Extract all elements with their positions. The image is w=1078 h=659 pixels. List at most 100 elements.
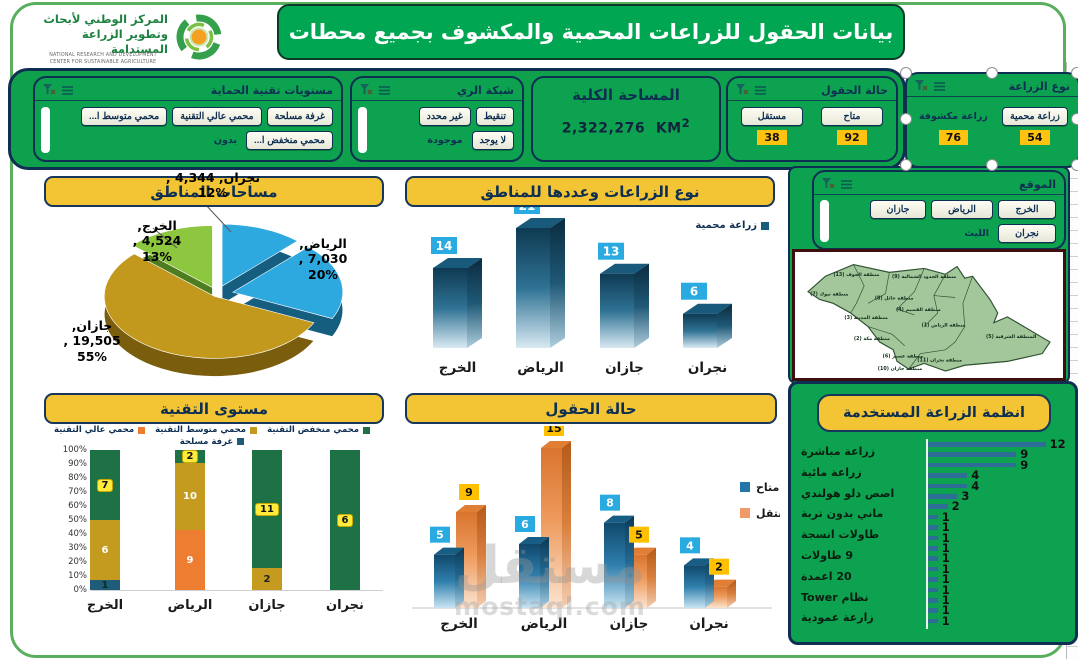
saudi-map[interactable]: منطقة الجوف (13) منطقة الحدود الشمالية (9… xyxy=(792,249,1066,381)
stack-segment[interactable]: 6 xyxy=(330,450,360,590)
bar-3d[interactable] xyxy=(434,554,455,608)
selection-handle[interactable] xyxy=(1071,113,1078,125)
slicer-item-protected-crop[interactable]: زراعة محمية xyxy=(1001,107,1068,126)
logo-english-text: NATIONAL RESEARCH AND DEVELOPMENT CENTER … xyxy=(49,53,157,65)
slicer-item-armored-room[interactable]: غرفة مسلحة xyxy=(266,107,333,126)
system-bar[interactable] xyxy=(928,494,958,499)
map-region-label: المنطقة الشرقية (5) xyxy=(986,334,1037,340)
agri-systems-bar-chart[interactable]: 12 9 9 4 4 3 2 1 1 1 1 1 1 1 1 1 1 1 زراعة مباشرة زراعة مائ… xyxy=(801,437,1066,635)
clear-filter-icon[interactable] xyxy=(915,77,928,96)
selection-handle[interactable] xyxy=(900,113,912,125)
clear-filter-icon[interactable] xyxy=(736,81,749,100)
system-bar[interactable] xyxy=(928,556,938,561)
stack-segment[interactable]: 7 xyxy=(90,450,120,520)
stack-segment[interactable]: 1 xyxy=(90,580,120,591)
system-bar[interactable] xyxy=(928,483,968,489)
selection-handle[interactable] xyxy=(1071,67,1078,79)
system-bar[interactable] xyxy=(928,525,938,530)
region-areas-pie[interactable] xyxy=(35,202,389,386)
system-bar[interactable] xyxy=(928,535,938,541)
system-bar[interactable] xyxy=(928,442,1046,447)
svg-text:6: 6 xyxy=(690,285,698,299)
system-bar[interactable] xyxy=(928,546,938,551)
stack-segment[interactable]: 2 xyxy=(252,568,282,590)
stack-segment[interactable]: 10 xyxy=(175,463,205,530)
bar-3d[interactable] xyxy=(516,228,550,348)
system-bar[interactable] xyxy=(928,504,948,509)
bar-3d[interactable] xyxy=(600,273,634,348)
system-bar[interactable] xyxy=(928,598,938,603)
system-bar[interactable] xyxy=(928,577,938,582)
selection-handle[interactable] xyxy=(986,159,998,171)
stacked-bar[interactable]: 6 xyxy=(330,450,360,590)
selection-handle[interactable] xyxy=(1071,159,1078,171)
slicer-item-jazan[interactable]: جازان xyxy=(870,200,926,219)
bar-value: 1 xyxy=(941,541,950,555)
slicer-item-available[interactable]: متاح xyxy=(821,107,883,126)
system-bar[interactable] xyxy=(928,514,938,520)
count-badge-available: 92 xyxy=(837,130,867,145)
system-bar[interactable] xyxy=(928,473,968,478)
slicer-scrollbar[interactable] xyxy=(41,107,50,153)
stack-segment[interactable]: 2 xyxy=(175,450,205,464)
clear-filter-icon[interactable] xyxy=(360,81,373,100)
field-status-bar-chart[interactable]: 9 5 الخرج 15 6 الرياض 5 8 جازان 2 4 نجران متاح مستقل xyxy=(400,426,780,641)
selection-handle[interactable] xyxy=(900,159,912,171)
x-axis-label: نجران xyxy=(326,598,364,613)
stack-segment[interactable]: 9 xyxy=(175,530,205,590)
stacked-bar[interactable]: 9 10 2 xyxy=(175,450,205,590)
list-icon[interactable] xyxy=(934,77,945,96)
stack-segment[interactable]: 6 xyxy=(90,520,120,580)
bar-3d[interactable] xyxy=(433,268,467,348)
pie-slice[interactable] xyxy=(232,246,344,319)
slicer-protection-levels[interactable]: مستويات تقنية الحماية غرفة مسلحة محمي عا… xyxy=(33,76,343,162)
system-bar[interactable] xyxy=(928,452,1017,457)
list-icon[interactable] xyxy=(841,175,852,194)
slicer-item-undefined[interactable]: غير محدد xyxy=(418,107,471,126)
slicer-item-occupied[interactable]: مستقل xyxy=(741,107,803,126)
bar-3d[interactable] xyxy=(684,565,705,608)
list-icon[interactable] xyxy=(62,81,73,100)
slicer-item-open-crop[interactable]: زراعة مكشوفة xyxy=(919,111,988,122)
pie-slice[interactable] xyxy=(221,223,299,287)
bar-3d[interactable] xyxy=(604,522,625,608)
clear-filter-icon[interactable] xyxy=(822,175,835,194)
slicer-scrollbar[interactable] xyxy=(820,200,829,242)
slicer-item-exists[interactable]: موجودة xyxy=(427,135,463,146)
slicer-item-najran[interactable]: نجران xyxy=(998,224,1056,243)
system-bar[interactable] xyxy=(928,566,938,572)
tech-level-stacked-chart[interactable]: 100% 90% 80% 70% 60% 50% 40% 30% 20% 10% 0% 1 6 7 الخر… xyxy=(33,388,391,650)
system-bar[interactable] xyxy=(928,587,938,593)
stacked-bar[interactable]: 2 11 xyxy=(252,450,282,590)
slicer-field-status[interactable]: حالة الحقول متاح مستقل 92 38 xyxy=(726,76,898,162)
clear-filter-icon[interactable] xyxy=(43,81,56,100)
stack-segment[interactable]: 11 xyxy=(252,450,282,569)
list-icon[interactable] xyxy=(755,81,766,100)
slicer-item-none[interactable]: بدون xyxy=(213,135,237,146)
bar-3d[interactable] xyxy=(519,544,540,608)
selection-handle[interactable] xyxy=(900,67,912,79)
list-icon[interactable] xyxy=(379,81,390,100)
system-bar[interactable] xyxy=(928,608,938,613)
selection-handle[interactable] xyxy=(986,67,998,79)
slicer-item-riyadh[interactable]: الرياض xyxy=(931,200,993,219)
pie-slice[interactable] xyxy=(104,253,315,359)
slicer-irrigation-network[interactable]: شبكة الري تنقيط غير محدد لا يوجد موجودة xyxy=(350,76,524,162)
slicer-crop-type[interactable]: نوع الزراعة زراعة محمية زراعة مكشوفة 54 … xyxy=(905,72,1078,168)
slicer-location[interactable]: الموقع الخرج الرياض جازان نجران الليث xyxy=(812,170,1066,250)
slicer-item-low-tech[interactable]: محمي منخفض ا... xyxy=(246,131,333,150)
slicer-item-mid-tech[interactable]: محمي متوسط ا... xyxy=(80,107,168,126)
slicer-scrollbar[interactable] xyxy=(358,107,367,153)
legend-item: غرفة مسلحة xyxy=(180,437,245,447)
bar-3d[interactable] xyxy=(683,313,717,348)
slicer-item-high-tech[interactable]: محمي عالي التقنية xyxy=(172,107,262,126)
pie-slice[interactable] xyxy=(131,225,213,289)
slicer-item-not-exist[interactable]: لا يوجد xyxy=(471,131,514,150)
system-bar[interactable] xyxy=(928,618,938,624)
system-bar[interactable] xyxy=(928,462,1017,468)
crop-types-bar-chart[interactable]: 14الخرج21الرياض13جازان6نجران xyxy=(398,200,782,385)
slicer-item-drip[interactable]: تنقيط xyxy=(475,107,514,126)
slicer-item-kharj[interactable]: الخرج xyxy=(998,200,1056,219)
slicer-item-laith[interactable]: الليث xyxy=(964,228,989,239)
